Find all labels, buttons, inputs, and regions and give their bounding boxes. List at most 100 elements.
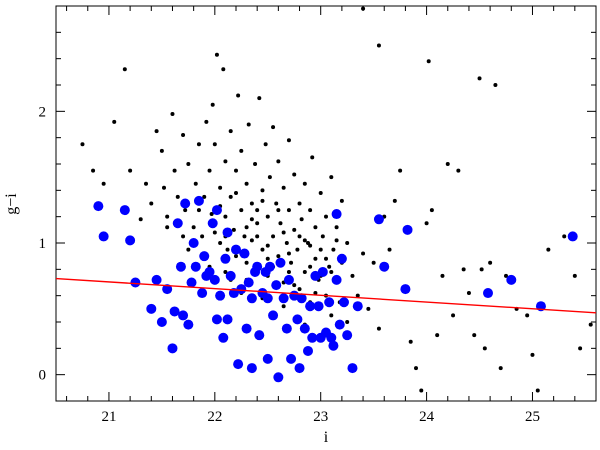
black-data-point (276, 159, 281, 164)
y-tick-label: 0 (39, 368, 47, 384)
blue-data-point (218, 332, 229, 343)
blue-data-point (262, 353, 273, 364)
black-data-point (278, 221, 283, 226)
blue-data-point (347, 363, 358, 374)
black-data-point (302, 269, 307, 274)
black-data-point (196, 208, 201, 213)
blue-data-point (130, 277, 141, 288)
black-data-point (122, 67, 127, 72)
blue-data-point (222, 314, 233, 325)
black-data-point (284, 241, 289, 245)
black-data-point (355, 293, 360, 298)
black-data-point (435, 333, 440, 338)
black-data-point (260, 188, 265, 193)
black-data-point (281, 185, 286, 190)
blue-data-point (252, 261, 263, 272)
black-data-point (193, 181, 198, 186)
black-data-point (535, 388, 540, 393)
black-data-point (223, 159, 228, 164)
blue-data-point (151, 274, 162, 285)
blue-data-point (236, 284, 247, 295)
black-data-point (424, 221, 429, 226)
blue-data-point (239, 248, 250, 259)
black-data-point (80, 142, 85, 147)
black-data-point (376, 326, 381, 331)
blue-data-point (231, 244, 241, 255)
black-data-point (214, 52, 219, 57)
black-data-point (234, 190, 238, 195)
black-data-point (482, 346, 487, 351)
black-data-point (289, 260, 294, 265)
black-data-point (271, 234, 276, 239)
black-data-point (260, 247, 265, 252)
black-data-point (223, 214, 228, 219)
black-data-point (218, 185, 223, 190)
black-data-point (297, 201, 302, 206)
blue-data-point (193, 195, 204, 206)
black-data-point (271, 125, 276, 130)
black-data-point (165, 214, 170, 219)
black-data-point (546, 247, 551, 252)
blue-data-point (197, 288, 208, 299)
black-data-point (308, 208, 313, 213)
black-data-point (265, 243, 270, 248)
y-tick-label: 2 (39, 104, 47, 120)
black-data-point (313, 225, 318, 230)
blue-data-point (286, 353, 297, 364)
blue-data-point (183, 319, 194, 330)
black-data-point (588, 322, 593, 327)
black-data-point (572, 273, 577, 278)
black-data-point (493, 83, 498, 87)
blue-data-point (296, 293, 307, 304)
black-data-point (456, 168, 461, 173)
black-data-point (308, 243, 313, 248)
blue-data-point (175, 261, 186, 272)
x-tick-label: 22 (207, 409, 222, 425)
blue-data-point (119, 205, 130, 216)
blue-data-point (317, 266, 328, 277)
blue-data-point (275, 257, 286, 268)
blue-data-point (292, 314, 303, 325)
black-data-point (165, 225, 170, 230)
black-data-point (128, 168, 133, 173)
black-data-point (297, 287, 302, 292)
blue-data-point (567, 231, 578, 242)
black-data-point (324, 256, 328, 261)
blue-data-point (207, 218, 218, 229)
blue-data-point (336, 253, 347, 264)
black-data-point (172, 168, 177, 173)
blue-data-point (246, 293, 257, 304)
black-data-point (339, 198, 344, 203)
black-data-point (204, 119, 209, 124)
blue-data-point (310, 270, 321, 281)
black-data-point (181, 234, 186, 239)
black-data-point (265, 214, 270, 219)
blue-data-point (93, 201, 104, 212)
black-data-point (234, 254, 238, 259)
black-data-point (440, 273, 445, 278)
black-data-point (244, 181, 249, 186)
black-data-point (228, 129, 233, 134)
blue-data-point (233, 359, 244, 370)
blue-data-point (402, 224, 413, 235)
black-data-point (419, 388, 424, 393)
black-data-point (302, 181, 307, 186)
black-data-point (186, 247, 191, 252)
black-data-point (286, 251, 291, 256)
black-data-point (297, 234, 302, 239)
x-tick-label: 25 (525, 409, 540, 425)
x-axis-label: i (324, 429, 329, 446)
blue-data-point (190, 261, 201, 272)
blue-data-point (146, 303, 157, 314)
blue-data-point (271, 280, 282, 291)
black-data-point (376, 43, 381, 48)
black-data-point (186, 162, 191, 166)
black-data-point (236, 93, 241, 98)
black-data-point (295, 247, 300, 252)
black-data-point (302, 238, 307, 243)
black-data-point (371, 260, 376, 265)
black-data-point (329, 175, 334, 180)
black-data-point (223, 269, 228, 274)
black-data-point (331, 247, 336, 252)
